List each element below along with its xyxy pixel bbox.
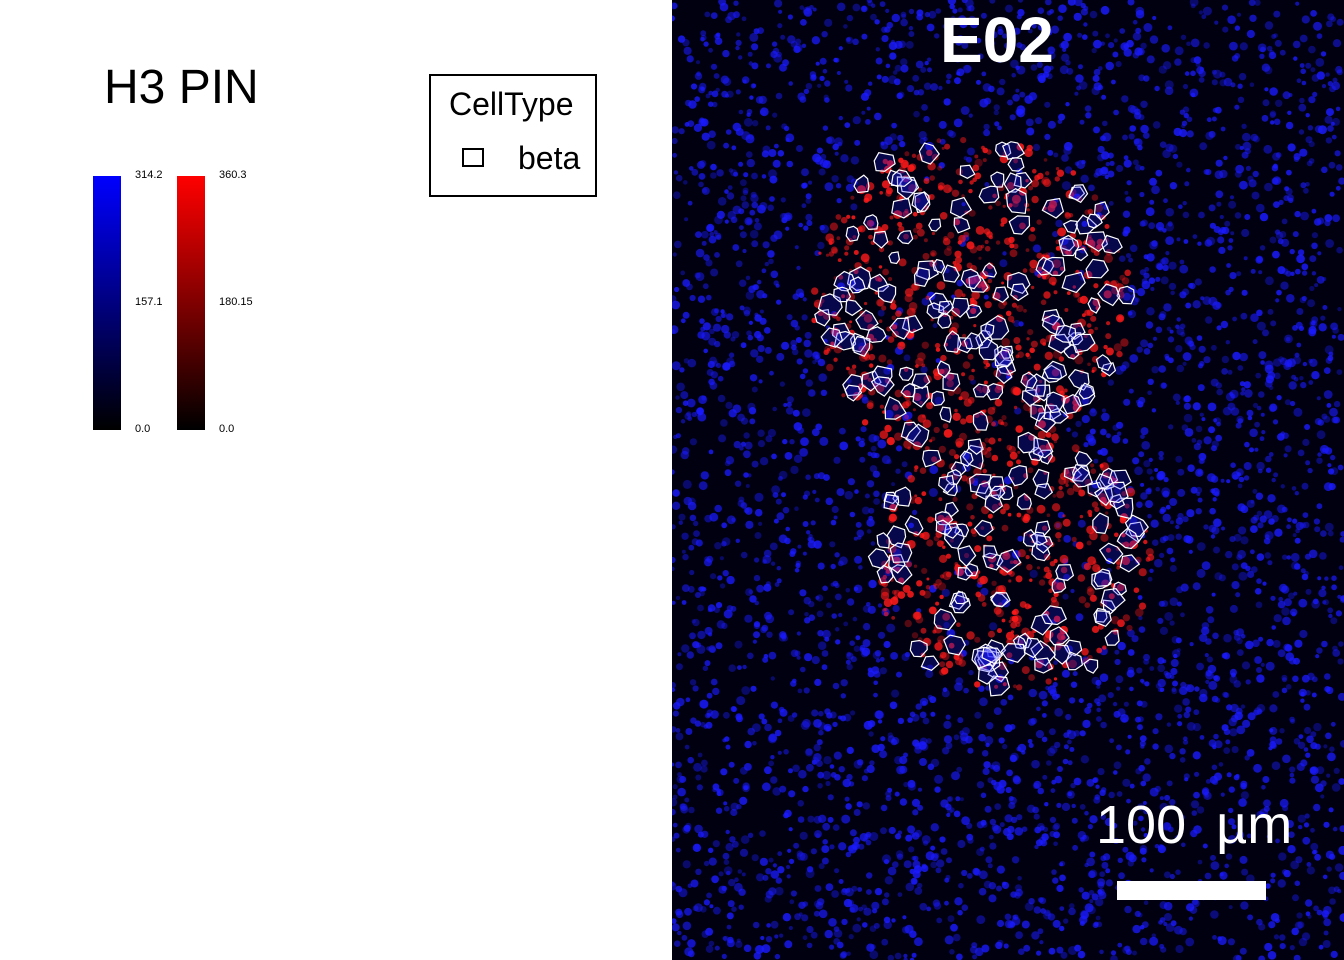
legend-label-beta: beta xyxy=(518,140,581,176)
scale-bar xyxy=(1117,881,1266,900)
colorbar-red-gradient xyxy=(177,176,205,430)
colorbar-blue-gradient xyxy=(93,176,121,430)
microscopy-image xyxy=(672,0,1344,960)
celltype-legend: CellType beta xyxy=(429,74,597,197)
figure-title: H3 PIN xyxy=(104,61,259,114)
colorbar-red-min-label: 0.0 xyxy=(219,423,235,435)
scale-bar-label: 100 µm xyxy=(1096,795,1293,855)
colorbar-blue-mid-label: 157.1 xyxy=(135,296,163,308)
colorbar-blue-max-label: 314.2 xyxy=(135,169,163,181)
colorbar-red-mid-label: 180.15 xyxy=(219,296,253,308)
legend-title: CellType xyxy=(449,86,574,122)
microscopy-image-panel: E02 100 µm xyxy=(672,0,1344,960)
colorbar-blue-min-label: 0.0 xyxy=(135,423,151,435)
colorbar-red-max-label: 360.3 xyxy=(219,169,247,181)
legend-swatch-beta xyxy=(462,148,484,167)
sample-id-label: E02 xyxy=(940,4,1054,76)
